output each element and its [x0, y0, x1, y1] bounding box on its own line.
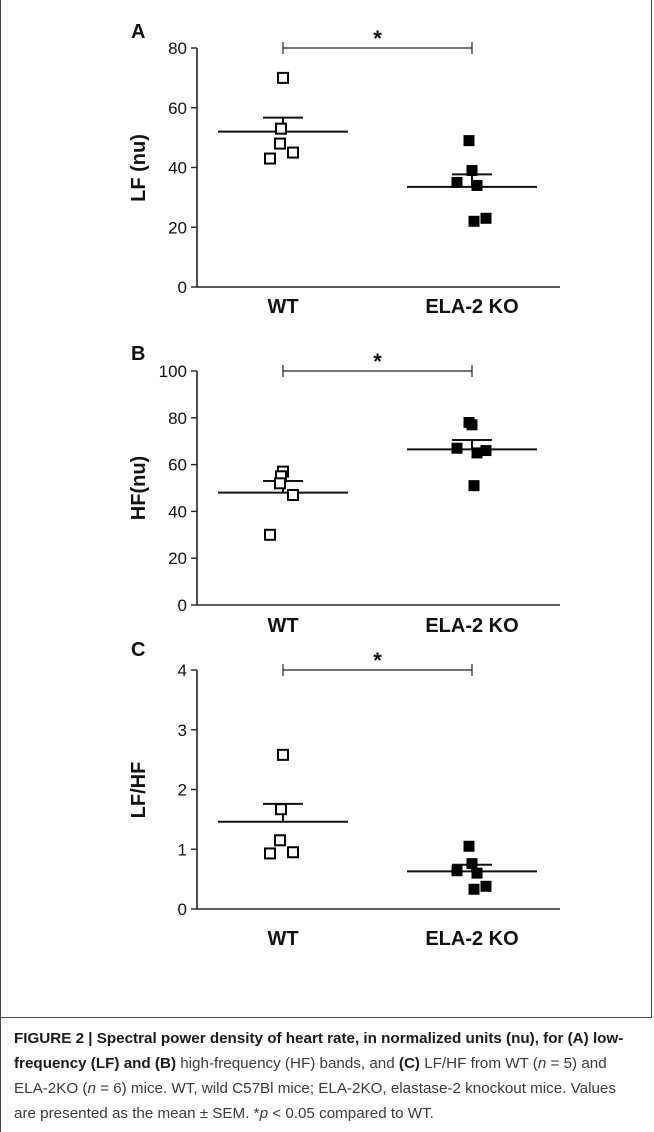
data-point-c-ko-3	[451, 865, 463, 877]
panel-label-b: B	[131, 343, 145, 365]
data-point-c-wt-1	[277, 748, 289, 761]
data-point-c-ko-2	[466, 858, 478, 870]
caption-text-b: high-frequency (HF) bands, and	[176, 1055, 399, 1072]
y-axis-label-c: LF/HF	[128, 762, 150, 819]
y-tick-label-a-80: 80	[168, 39, 187, 58]
y-tick-label-a-40: 40	[168, 159, 187, 178]
y-tick-label-b-20: 20	[168, 549, 187, 568]
data-point-c-ko-4	[471, 867, 483, 879]
data-point-c-wt-2	[275, 803, 287, 816]
x-category-label-b-ko: ELA-2 KO	[425, 615, 518, 637]
data-point-c-ko-6	[468, 883, 480, 895]
data-point-a-wt-1	[277, 71, 289, 84]
data-point-a-wt-4	[287, 146, 299, 159]
data-point-b-wt-4	[287, 489, 299, 502]
x-category-label-b-wt: WT	[267, 615, 298, 637]
y-axis-label-b: HF(nu)	[128, 456, 150, 520]
caption-text-4: < 0.05 compared to WT.	[268, 1105, 434, 1122]
caption-title: FIGURE 2 | Spectral power density of hea…	[14, 1030, 568, 1047]
panel-label-c: C	[131, 639, 145, 661]
x-category-label-a-ko: ELA-2 KO	[425, 296, 518, 318]
x-category-label-c-ko: ELA-2 KO	[425, 928, 518, 950]
y-tick-label-b-40: 40	[168, 502, 187, 521]
significance-star-b: *	[373, 349, 382, 374]
y-tick-label-c-3: 3	[178, 721, 187, 740]
y-axis-label-a: LF (nu)	[128, 134, 150, 202]
caption-edge	[0, 1018, 1, 1132]
caption-ref-b: (B)	[154, 1055, 177, 1072]
data-point-a-ko-2	[466, 164, 478, 176]
data-point-c-wt-4	[287, 846, 299, 859]
data-point-c-ko-5	[480, 880, 492, 892]
caption-ref-a: (A)	[567, 1030, 589, 1047]
data-point-b-ko-2	[466, 419, 478, 431]
figure-frame-bottom	[0, 1017, 652, 1018]
y-tick-label-b-0: 0	[178, 596, 187, 615]
data-point-b-wt-3	[274, 477, 286, 490]
data-point-a-ko-3	[451, 176, 463, 188]
caption-text-a: low-frequency (LF) and	[14, 1030, 624, 1072]
y-tick-label-a-0: 0	[178, 278, 187, 297]
figure-frame-right	[651, 0, 652, 1018]
y-tick-label-c-0: 0	[178, 900, 187, 919]
y-tick-label-c-1: 1	[178, 840, 187, 859]
caption-ref-c: (C)	[398, 1055, 420, 1072]
data-point-c-ko-1	[463, 840, 475, 852]
caption-box	[1, 1018, 651, 1132]
figure-caption: FIGURE 2 | Spectral power density of hea…	[14, 1026, 642, 1126]
data-point-c-wt-5	[264, 847, 276, 860]
panel-label-a: A	[131, 21, 145, 43]
y-tick-label-a-20: 20	[168, 218, 187, 237]
significance-star-a: *	[373, 26, 382, 51]
data-point-b-ko-6	[468, 480, 480, 492]
caption-p: p	[259, 1105, 269, 1122]
caption-text-2: = 5) and ELA-2KO (	[14, 1055, 607, 1097]
caption-text-3: = 6) mice. WT, wild C57Bl mice; ELA-2KO,…	[14, 1080, 616, 1122]
data-point-a-ko-6	[468, 215, 480, 227]
y-tick-label-c-4: 4	[178, 661, 187, 680]
figure-frame-left	[0, 0, 1, 1018]
data-point-a-ko-4	[471, 179, 483, 191]
data-point-a-wt-5	[264, 152, 276, 165]
y-tick-label-b-80: 80	[168, 409, 187, 428]
y-tick-label-b-60: 60	[168, 456, 187, 475]
y-tick-label-b-100: 100	[159, 362, 187, 381]
data-point-a-wt-2	[275, 122, 287, 135]
y-tick-label-c-2: 2	[178, 781, 187, 800]
data-point-a-wt-3	[274, 137, 286, 150]
x-category-label-c-wt: WT	[267, 928, 298, 950]
caption-n-ko: n	[87, 1080, 96, 1097]
x-category-label-a-wt: WT	[267, 296, 298, 318]
data-point-b-ko-3	[451, 442, 463, 454]
data-point-b-ko-5	[480, 445, 492, 457]
data-point-b-wt-5	[264, 528, 276, 541]
significance-star-c: *	[373, 648, 382, 673]
caption-text-1: LF/HF from WT (	[419, 1055, 538, 1072]
data-point-c-wt-3	[274, 834, 286, 847]
data-point-a-ko-1	[463, 135, 475, 147]
y-tick-label-a-60: 60	[168, 99, 187, 118]
caption-n-wt: n	[537, 1055, 547, 1072]
data-point-a-ko-5	[480, 212, 492, 224]
